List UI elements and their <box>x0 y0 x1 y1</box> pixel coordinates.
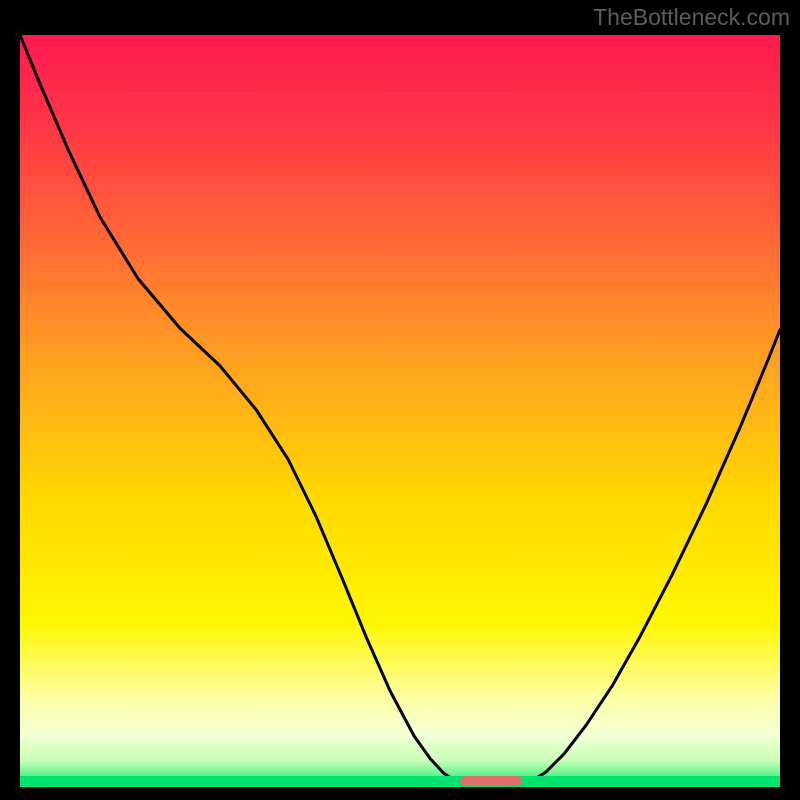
plot-area <box>20 35 780 787</box>
bottom-green-strip <box>20 776 780 787</box>
gradient-background <box>20 35 780 787</box>
minimum-marker <box>460 776 522 786</box>
chart-frame: TheBottleneck.com <box>0 0 800 800</box>
gradient-chart-svg <box>20 35 780 787</box>
watermark-text: TheBottleneck.com <box>593 4 790 31</box>
